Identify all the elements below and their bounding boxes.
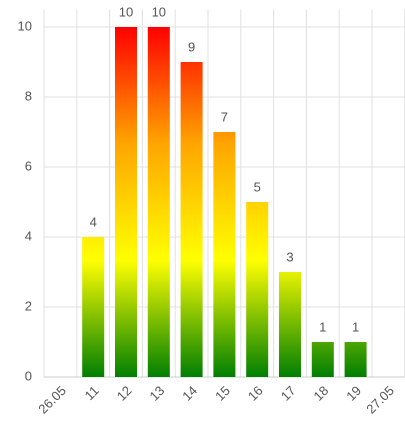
- bar: [279, 272, 301, 377]
- x-tick-label: 27.05: [363, 383, 397, 417]
- bar: [115, 27, 137, 377]
- bar: [180, 62, 203, 377]
- y-tick-label: 0: [25, 368, 32, 383]
- bar: [344, 342, 367, 377]
- bar: [82, 237, 105, 377]
- value-label: 9: [188, 39, 195, 54]
- value-label: 1: [352, 319, 359, 334]
- x-tick-label: 19: [343, 383, 364, 404]
- x-tick-label: 13: [147, 383, 168, 404]
- x-tick-label: 16: [245, 383, 266, 404]
- value-label: 5: [254, 179, 261, 194]
- bar: [213, 132, 236, 377]
- bar: [246, 202, 269, 377]
- value-label: 7: [221, 109, 228, 124]
- value-label: 10: [119, 4, 133, 19]
- x-tick-label: 14: [179, 383, 200, 404]
- x-tick-label: 12: [114, 383, 135, 404]
- y-tick-label: 4: [25, 228, 32, 243]
- y-tick-label: 10: [18, 18, 32, 33]
- value-label: 4: [90, 214, 97, 229]
- value-label: 10: [152, 4, 166, 19]
- y-tick-label: 8: [25, 88, 32, 103]
- x-tick-label: 26.05: [35, 383, 69, 417]
- x-tick-label: 15: [212, 383, 233, 404]
- y-tick-label: 6: [25, 158, 32, 173]
- value-label: 3: [286, 249, 293, 264]
- y-tick-label: 2: [25, 298, 32, 313]
- bar: [311, 342, 334, 377]
- value-label: 1: [319, 319, 326, 334]
- x-tick-label: 11: [82, 383, 102, 403]
- bar: [147, 27, 170, 377]
- x-tick-label: 18: [311, 383, 332, 404]
- x-tick-label: 17: [278, 383, 299, 404]
